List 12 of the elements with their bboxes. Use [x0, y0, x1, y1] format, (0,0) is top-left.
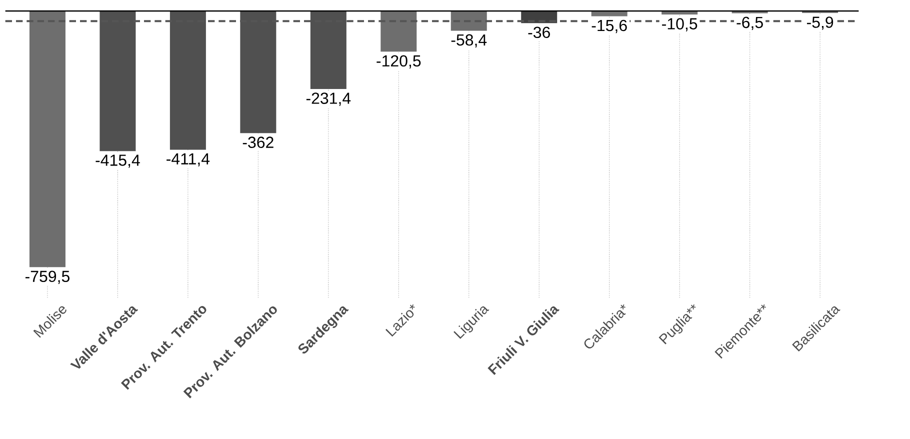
- data-label: -120,5: [376, 55, 421, 68]
- data-label: -362: [242, 136, 274, 148]
- data-label: -10,5: [662, 18, 698, 32]
- data-label: -5,9: [806, 16, 834, 30]
- data-label: -411,4: [166, 153, 210, 166]
- data-label: -36: [528, 26, 550, 38]
- data-label: -15,6: [592, 20, 627, 34]
- data-label: -759,5: [26, 270, 70, 284]
- data-label: -231,4: [306, 92, 351, 106]
- data-label: -58,4: [451, 34, 487, 48]
- data-label: -6,5: [736, 16, 763, 30]
- data-label: -415,4: [96, 154, 140, 168]
